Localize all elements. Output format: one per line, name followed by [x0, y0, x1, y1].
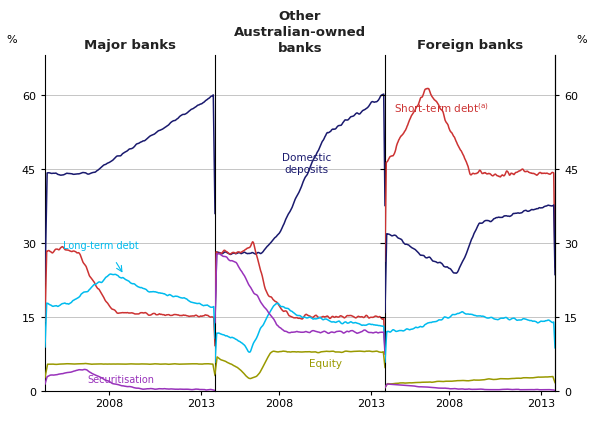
Title: Other
Australian-owned
banks: Other Australian-owned banks	[234, 10, 366, 55]
Text: Equity: Equity	[309, 359, 342, 369]
Text: Securitisation: Securitisation	[87, 375, 154, 384]
Text: Long-term debt: Long-term debt	[64, 241, 139, 251]
Text: %: %	[6, 35, 17, 45]
Text: %: %	[576, 35, 587, 45]
Title: Foreign banks: Foreign banks	[417, 39, 523, 52]
Text: Domestic
deposits: Domestic deposits	[282, 153, 332, 174]
Title: Major banks: Major banks	[84, 39, 176, 52]
Text: Short-term debt$\mathregular{^{(a)}}$: Short-term debt$\mathregular{^{(a)}}$	[394, 101, 489, 115]
